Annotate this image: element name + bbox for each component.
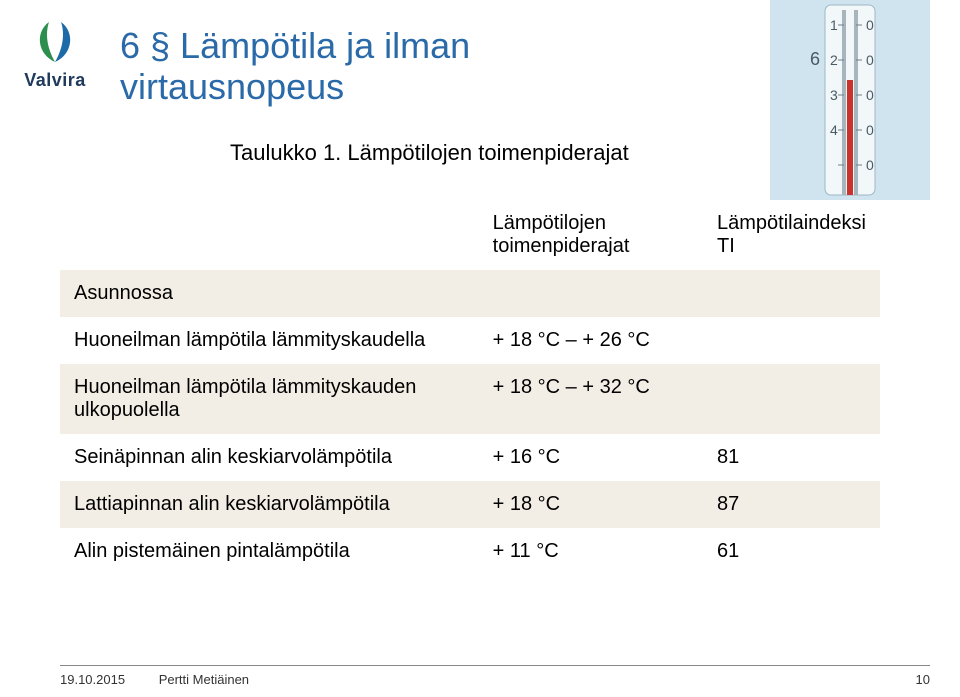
table-row: Seinäpinnan alin keskiarvolämpötila + 16… [60,434,880,481]
cell-ti [703,270,880,317]
header-ti-line2: TI [717,235,735,257]
cell-label: Alin pistemäinen pintalämpötila [60,528,479,575]
cell-limits: + 16 °C [479,434,703,481]
cell-limits: + 18 °C – + 26 °C [479,317,703,364]
cell-ti: 87 [703,481,880,528]
slide-footer: 19.10.2015 Pertti Metiäinen 10 [60,665,930,687]
cell-label: Huoneilman lämpötila lämmityskaudella [60,317,479,364]
thermometer-image: 0 0 0 0 0 1 2 3 4 6 [770,0,930,200]
table-header-row: Lämpötilojen toimenpiderajat Lämpötilain… [60,200,880,270]
cell-label: Seinäpinnan alin keskiarvolämpötila [60,434,479,481]
cell-limits [479,270,703,317]
brand-logo: Valvira [10,10,100,91]
table-row: Asunnossa [60,270,880,317]
svg-text:0: 0 [866,17,874,33]
header-ti-line1: Lämpötilaindeksi [717,212,866,234]
title-line-2: virtausnopeus [120,66,660,107]
footer-page-number: 10 [916,672,930,687]
svg-text:1: 1 [830,17,838,33]
svg-text:6: 6 [810,49,820,69]
cell-ti: 81 [703,434,880,481]
logo-swirl-icon [25,10,85,70]
svg-text:4: 4 [830,122,838,138]
slide-subtitle: Taulukko 1. Lämpötilojen toimenpiderajat [230,140,629,166]
table-row: Alin pistemäinen pintalämpötila + 11 °C … [60,528,880,575]
cell-ti [703,317,880,364]
svg-text:3: 3 [830,87,838,103]
footer-author: Pertti Metiäinen [159,672,249,687]
header-cell-empty [60,200,479,270]
cell-ti [703,364,880,434]
cell-limits: + 18 °C [479,481,703,528]
header-limits-line1: Lämpötilojen [493,212,606,234]
table-row: Huoneilman lämpötila lämmityskauden ulko… [60,364,880,434]
slide-title: 6 § Lämpötila ja ilman virtausnopeus [120,25,660,108]
footer-date: 19.10.2015 [60,672,125,687]
cell-label: Asunnossa [60,270,479,317]
header-limits-line2: toimenpiderajat [493,235,630,257]
svg-text:0: 0 [866,157,874,173]
svg-text:0: 0 [866,122,874,138]
header-cell-limits: Lämpötilojen toimenpiderajat [479,200,703,270]
table-row: Lattiapinnan alin keskiarvolämpötila + 1… [60,481,880,528]
title-line-1: 6 § Lämpötila ja ilman [120,25,660,66]
cell-limits: + 18 °C – + 32 °C [479,364,703,434]
logo-text: Valvira [10,70,100,91]
table-row: Huoneilman lämpötila lämmityskaudella + … [60,317,880,364]
header-cell-ti: Lämpötilaindeksi TI [703,200,880,270]
cell-ti: 61 [703,528,880,575]
svg-text:0: 0 [866,52,874,68]
limits-table: Lämpötilojen toimenpiderajat Lämpötilain… [60,200,880,575]
svg-text:0: 0 [866,87,874,103]
cell-label: Lattiapinnan alin keskiarvolämpötila [60,481,479,528]
svg-text:2: 2 [830,52,838,68]
cell-limits: + 11 °C [479,528,703,575]
cell-label: Huoneilman lämpötila lämmityskauden ulko… [60,364,479,434]
